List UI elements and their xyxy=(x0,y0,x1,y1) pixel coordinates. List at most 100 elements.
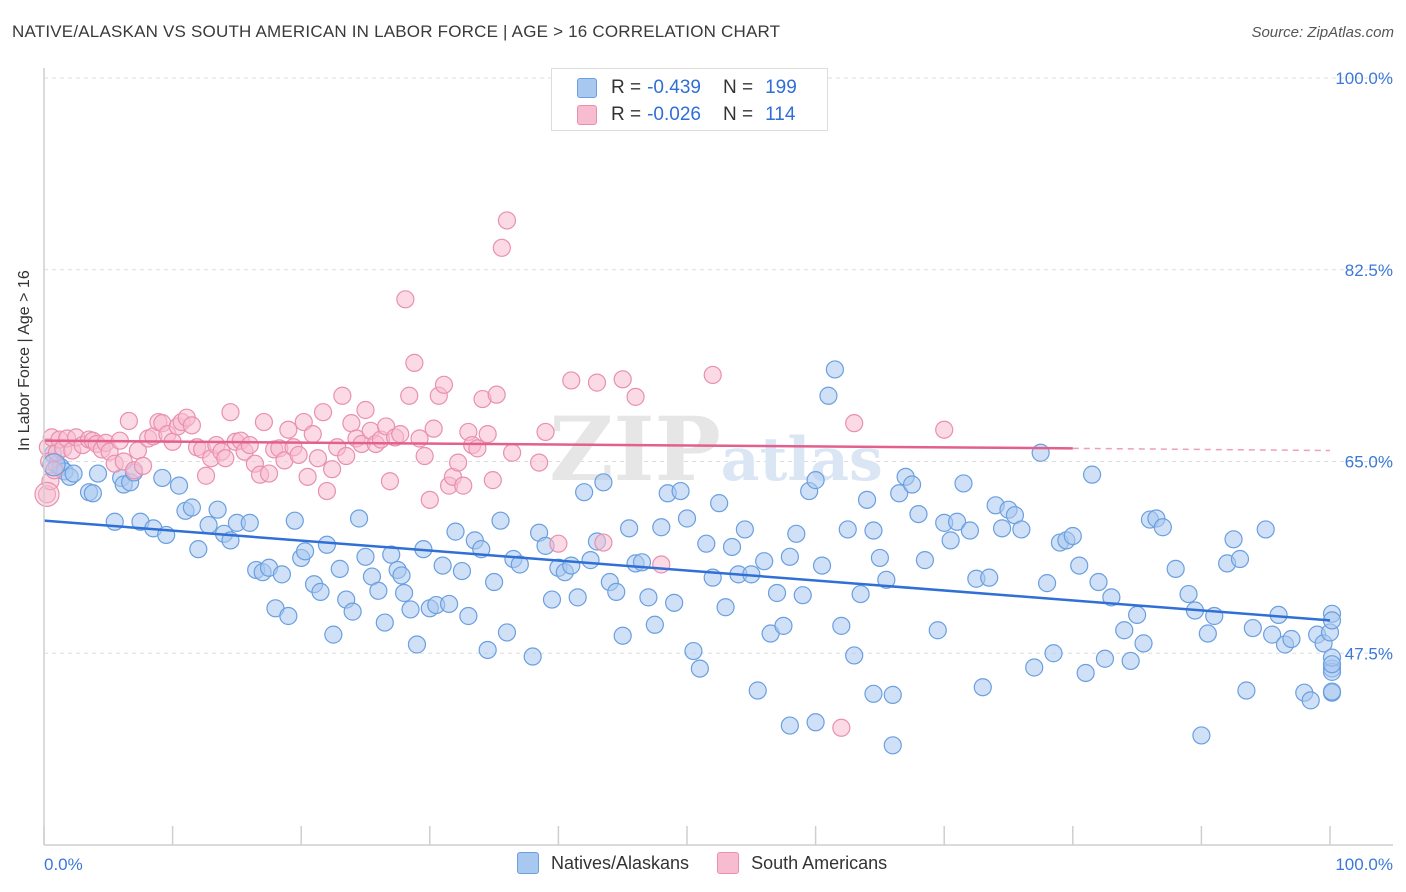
south-american-point xyxy=(240,435,259,455)
south-american-point xyxy=(221,403,240,422)
south-american-point xyxy=(497,211,517,230)
watermark-atlas: atlas xyxy=(721,425,883,495)
south-american-point xyxy=(308,449,328,468)
native-point xyxy=(690,659,709,678)
native-point xyxy=(392,566,411,585)
native-point xyxy=(1166,559,1185,578)
south-american-point xyxy=(356,400,375,420)
native-point xyxy=(568,588,587,607)
legend-item-south-americans[interactable]: South Americans xyxy=(717,852,887,874)
legend-row-south-americans: R = -0.026 N = 114 xyxy=(577,104,795,126)
native-point xyxy=(780,716,799,735)
south-american-point xyxy=(289,445,308,465)
native-point xyxy=(349,509,369,528)
native-point xyxy=(652,518,671,537)
south-american-point xyxy=(254,412,274,432)
native-point xyxy=(1322,682,1342,701)
native-point xyxy=(774,616,793,635)
native-point xyxy=(780,547,799,566)
native-point xyxy=(845,646,864,665)
south-american-point xyxy=(454,476,473,495)
native-point xyxy=(1063,526,1082,546)
native-point xyxy=(883,736,902,755)
native-point xyxy=(620,519,639,538)
south-american-point xyxy=(845,414,864,433)
native-point xyxy=(1089,572,1108,592)
south-americans-trend-line xyxy=(43,439,1073,450)
south-american-point xyxy=(935,420,954,439)
native-point xyxy=(375,613,394,632)
native-point xyxy=(832,616,851,635)
native-point xyxy=(64,464,83,483)
native-point xyxy=(182,498,201,517)
native-point xyxy=(42,453,66,477)
native-point xyxy=(877,570,896,589)
native-point xyxy=(819,386,838,405)
south-american-point xyxy=(613,370,632,389)
native-point xyxy=(169,476,189,495)
south-american-point xyxy=(503,443,522,462)
native-point xyxy=(857,490,877,509)
trend-layer xyxy=(43,439,1331,622)
native-point xyxy=(806,713,825,732)
native-point xyxy=(697,534,716,553)
south-american-point xyxy=(424,419,443,438)
native-point xyxy=(343,602,362,621)
native-point xyxy=(677,509,697,528)
native-point xyxy=(208,500,227,519)
y-tick-label: 47.5% xyxy=(1345,644,1393,663)
native-point xyxy=(613,626,632,645)
native-point xyxy=(446,522,465,541)
native-point xyxy=(767,583,787,603)
legend-item-natives[interactable]: Natives/Alaskans xyxy=(517,852,689,874)
native-point xyxy=(497,623,517,642)
native-point xyxy=(806,471,825,490)
native-point xyxy=(748,681,767,700)
native-point xyxy=(1301,691,1320,710)
native-point xyxy=(279,606,298,626)
south-americans-swatch xyxy=(577,105,597,125)
native-point xyxy=(285,511,304,530)
native-point xyxy=(369,581,388,600)
south-american-point xyxy=(342,414,361,433)
native-point xyxy=(1102,588,1121,607)
south-american-point xyxy=(34,481,60,507)
native-point xyxy=(607,582,626,601)
native-point xyxy=(1230,549,1250,569)
native-point xyxy=(1237,681,1256,700)
south-american-point xyxy=(483,471,502,490)
native-point xyxy=(153,468,172,488)
south-americans-legend-swatch xyxy=(717,852,740,874)
south-american-point xyxy=(492,238,511,257)
grid-layer xyxy=(44,77,1393,654)
native-point xyxy=(1134,634,1153,653)
native-point xyxy=(1256,520,1275,539)
native-point xyxy=(324,625,343,644)
native-point xyxy=(575,483,594,502)
native-point xyxy=(407,635,427,654)
south-american-point xyxy=(400,386,419,405)
native-point xyxy=(1243,618,1262,638)
axis-layer: 100.0% 82.5% 65.0% 47.5% 0.0% 100.0% xyxy=(43,68,1393,874)
native-point xyxy=(1082,465,1102,484)
south-american-point xyxy=(182,416,201,435)
native-point xyxy=(947,512,967,531)
native-point xyxy=(902,475,922,494)
native-point xyxy=(189,540,208,559)
native-point xyxy=(1224,530,1243,549)
native-point xyxy=(1115,621,1134,640)
south-american-point xyxy=(405,353,424,372)
native-point xyxy=(394,583,414,603)
native-point xyxy=(433,556,452,575)
south-american-point xyxy=(322,460,342,479)
watermark-text: ZIPatlas xyxy=(549,397,883,501)
native-point xyxy=(1179,584,1198,604)
south-american-point xyxy=(337,446,356,466)
native-point xyxy=(594,473,613,492)
y-tick-label: 82.5% xyxy=(1345,261,1393,280)
native-point xyxy=(793,586,812,605)
south-american-point xyxy=(294,412,313,432)
r-value: -0.026 xyxy=(647,104,701,125)
watermark: ZIPatlas xyxy=(549,397,883,501)
series-legend: Natives/Alaskans South Americans xyxy=(517,852,915,874)
